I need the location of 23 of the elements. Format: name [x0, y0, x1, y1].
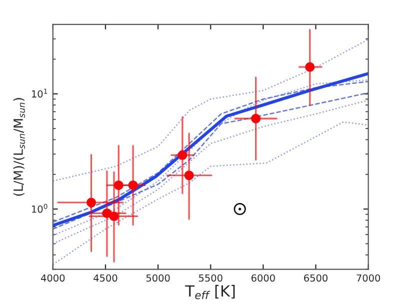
x-tick-label: 6500 [304, 274, 328, 282]
y-tick-label: 10$^{0}$ [32, 204, 48, 213]
point [86, 198, 96, 208]
x-tick-label: 4500 [94, 274, 118, 282]
y-tick-label: 10$^{1}$ [32, 88, 48, 98]
x-tick-label: 4000 [41, 274, 65, 282]
point [234, 203, 246, 216]
point [128, 180, 138, 190]
line-series [52, 121, 368, 266]
point [102, 208, 112, 218]
point [109, 212, 119, 222]
x-axis-title: T$_{eff}$ [K] [185, 284, 235, 300]
point [178, 150, 188, 160]
x-tick-label: 5000 [146, 274, 170, 282]
x-tick-label: 5500 [199, 274, 222, 282]
point [114, 180, 124, 190]
point [305, 62, 315, 72]
y-axis-title: (L/M)/(L$_{sun}$/M$_{sun}$) [13, 98, 25, 196]
x-tick-label: 7000 [356, 274, 380, 282]
point [184, 170, 194, 180]
point [251, 114, 261, 124]
line-series [52, 38, 368, 182]
x-tick-label: 6000 [252, 274, 275, 282]
